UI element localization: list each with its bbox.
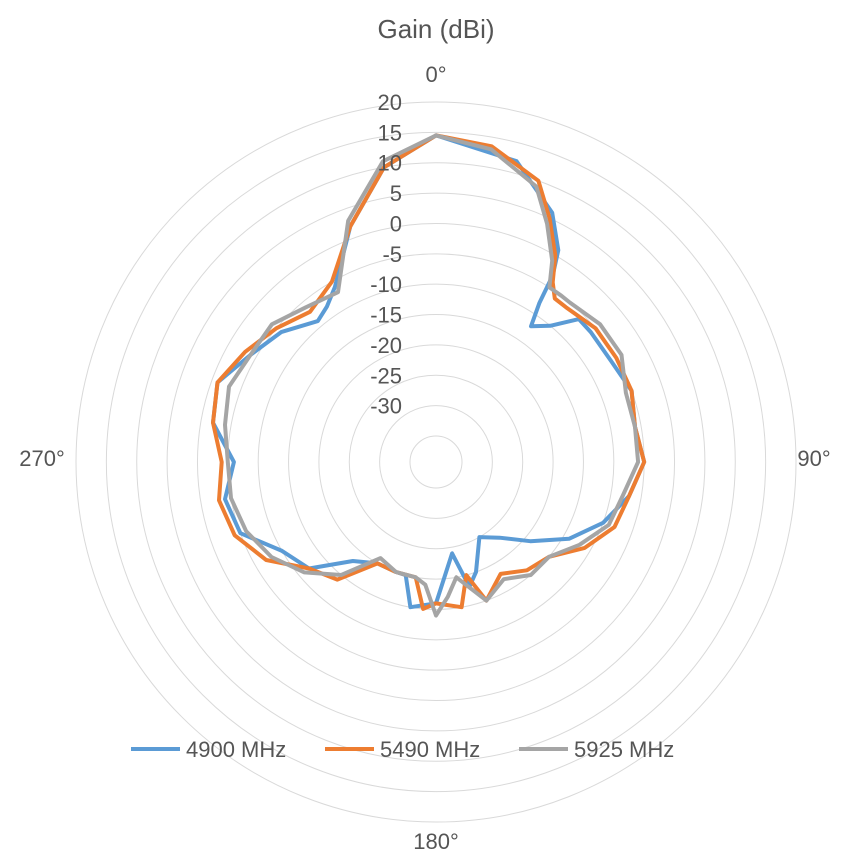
radial-grid — [75, 101, 797, 823]
radial-tick-label: 0 — [390, 211, 402, 236]
grid-ring — [136, 162, 736, 762]
legend-label-4900: 4900 MHz — [186, 737, 286, 762]
radial-tick-label: 5 — [390, 181, 402, 206]
series-line-2 — [223, 133, 641, 618]
grid-ring — [257, 283, 615, 641]
grid-ring — [75, 101, 797, 823]
grid-ring — [409, 435, 463, 489]
radial-tick-label: -25 — [370, 363, 402, 388]
radial-tick-label: -15 — [370, 303, 402, 328]
angle-label-90: 90° — [797, 446, 830, 471]
radial-tick-label: 15 — [378, 120, 402, 145]
grid-ring — [196, 222, 676, 702]
grid-ring — [318, 344, 554, 580]
grid-ring — [166, 192, 706, 732]
radial-tick-label: 20 — [378, 90, 402, 115]
grid-ring — [105, 131, 767, 793]
angle-label-180: 180° — [413, 829, 459, 854]
angle-label-0: 0° — [425, 62, 446, 87]
angle-label-270: 270° — [19, 446, 65, 471]
radial-tick-label: -20 — [370, 333, 402, 358]
radial-tick-label: 10 — [378, 151, 402, 176]
radial-tick-label: -5 — [382, 242, 402, 267]
legend-label-5490: 5490 MHz — [380, 737, 480, 762]
radial-tick-labels: 20 15 10 5 0 -5 -10 -15 -20 -25 -30 — [370, 90, 402, 419]
grid-ring — [379, 405, 493, 519]
radial-tick-label: -10 — [370, 272, 402, 297]
legend-label-5925: 5925 MHz — [574, 737, 674, 762]
grid-ring — [348, 374, 524, 550]
chart-title: Gain (dBi) — [377, 14, 494, 44]
legend: 4900 MHz 5490 MHz 5925 MHz — [131, 737, 674, 762]
radial-tick-label: -30 — [370, 394, 402, 419]
series-layer — [211, 133, 647, 618]
series-line-0 — [211, 133, 647, 610]
series-line-1 — [211, 133, 647, 611]
